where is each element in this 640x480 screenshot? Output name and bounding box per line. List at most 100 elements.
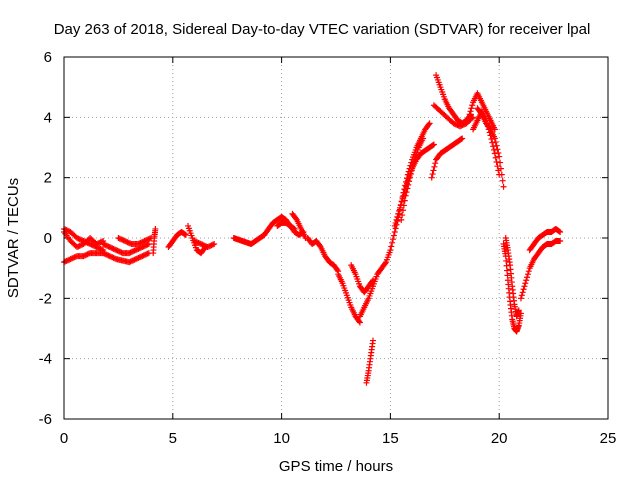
- data-point: [108, 253, 115, 260]
- data-point: [138, 253, 145, 260]
- data-point: [110, 254, 117, 261]
- data-point: [88, 241, 95, 248]
- series-block-c2: [185, 222, 209, 257]
- x-tick-label: 20: [491, 430, 508, 447]
- data-point: [139, 253, 146, 260]
- data-point: [62, 226, 69, 233]
- data-point: [79, 237, 86, 244]
- data-point: [96, 245, 103, 252]
- data-point: [199, 241, 206, 248]
- series-block-f3: [398, 135, 427, 223]
- data-point: [407, 171, 414, 178]
- data-point: [522, 280, 529, 287]
- data-point: [458, 122, 465, 129]
- data-point: [72, 253, 79, 260]
- data-point: [391, 222, 398, 229]
- data-point: [81, 238, 88, 245]
- plot-frame: [63, 56, 609, 420]
- data-point: [499, 177, 506, 184]
- data-point: [388, 243, 395, 250]
- data-point: [205, 243, 212, 250]
- data-point: [494, 146, 501, 153]
- data-point: [524, 274, 531, 281]
- series-block-h3: [474, 105, 507, 190]
- data-point: [102, 251, 109, 258]
- data-point: [80, 238, 87, 245]
- data-point: [145, 236, 152, 243]
- data-point: [498, 171, 505, 178]
- data-point: [109, 245, 116, 252]
- data-point: [77, 242, 84, 249]
- data-point: [408, 167, 415, 174]
- data-point: [109, 254, 116, 261]
- series-block-f1: [387, 120, 433, 254]
- data-point: [131, 256, 138, 263]
- series-block-b3: [115, 235, 155, 248]
- data-point: [76, 236, 83, 243]
- y-tick-label: -4: [39, 351, 52, 368]
- series-block-j2: [526, 225, 564, 254]
- data-point: [108, 244, 115, 251]
- data-point: [521, 283, 528, 290]
- series-block-b2: [100, 241, 152, 257]
- data-point: [106, 253, 113, 260]
- data-point: [497, 165, 504, 172]
- data-point: [87, 241, 94, 248]
- data-point: [113, 247, 120, 254]
- data-point: [492, 154, 499, 161]
- data-point: [556, 228, 563, 235]
- series-block-d3: [274, 219, 307, 238]
- data-point: [495, 149, 502, 156]
- data-point: [518, 292, 525, 299]
- data-point: [144, 250, 151, 257]
- data-point: [192, 238, 199, 245]
- y-axis-label: SDTVAR / TECUs: [5, 178, 22, 298]
- data-point: [146, 235, 153, 242]
- series-block-g3: [428, 135, 466, 181]
- data-point: [196, 240, 203, 247]
- data-point: [391, 228, 398, 235]
- data-point: [410, 160, 417, 167]
- data-point: [118, 249, 125, 256]
- data-point: [62, 258, 69, 265]
- y-tick-label: -6: [39, 411, 52, 428]
- data-point: [74, 235, 81, 241]
- x-axis-label: GPS time / hours: [279, 458, 393, 475]
- x-tick-label: 25: [600, 430, 617, 447]
- data-point: [496, 153, 503, 160]
- data-point: [389, 239, 396, 246]
- data-point: [115, 248, 122, 255]
- data-point: [334, 266, 341, 273]
- data-point: [70, 254, 77, 261]
- y-tick-label: -2: [39, 290, 52, 307]
- y-tick-label: 0: [44, 230, 52, 247]
- series-block-b1: [100, 250, 152, 266]
- series-block-g1: [433, 72, 474, 127]
- data-point: [390, 232, 397, 239]
- data-point: [126, 259, 133, 266]
- data-point: [141, 251, 148, 258]
- x-tick-label: 15: [382, 430, 399, 447]
- series-block-c3: [191, 238, 218, 251]
- data-point: [111, 246, 118, 253]
- data-point: [64, 227, 71, 234]
- data-point: [80, 253, 87, 260]
- data-point: [194, 239, 201, 246]
- data-point: [460, 121, 467, 128]
- data-point: [369, 337, 376, 344]
- data-point: [404, 185, 411, 192]
- data-point: [491, 150, 498, 157]
- series-block-d5: [304, 235, 342, 275]
- series-block-c1: [165, 228, 189, 251]
- data-point: [525, 268, 532, 275]
- data-point: [68, 255, 75, 262]
- data-point: [106, 244, 113, 251]
- data-point: [200, 242, 207, 249]
- data-point: [425, 121, 432, 128]
- y-tick-label: 2: [44, 170, 52, 187]
- data-point: [100, 241, 107, 248]
- data-point: [402, 192, 409, 199]
- data-point: [396, 204, 403, 211]
- data-point: [134, 246, 141, 253]
